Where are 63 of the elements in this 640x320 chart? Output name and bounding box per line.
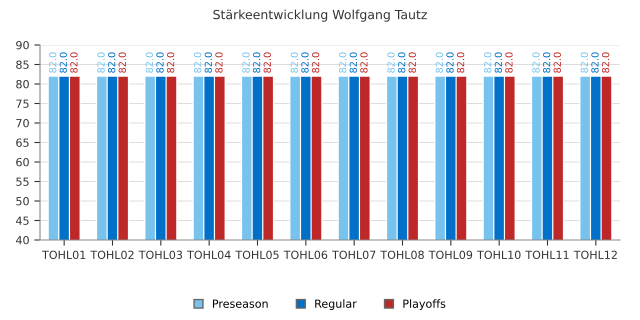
x-tick-label: TOHL11: [525, 250, 569, 260]
y-tick-label: 65: [16, 138, 29, 147]
x-tick-label: TOHL06: [284, 250, 328, 260]
legend-label: Playoffs: [403, 299, 446, 310]
data-label: 82.0: [194, 52, 202, 73]
data-label: 82.0: [602, 52, 610, 73]
data-label: 82.0: [542, 52, 550, 73]
data-label: 82.0: [554, 52, 561, 73]
data-label: 82.0: [436, 52, 444, 73]
legend-label: Preseason: [212, 300, 268, 308]
chart-title: Stärkeentwicklung Wolfgang Tautz: [213, 10, 427, 22]
data-label: 82.0: [204, 52, 212, 73]
data-label: 82.0: [408, 52, 416, 73]
data-label: 82.0: [97, 52, 105, 73]
x-tick-label: TOHL04: [187, 250, 231, 260]
y-tick-label: 90: [16, 40, 29, 50]
data-label: 82.0: [301, 52, 309, 73]
data-label: 82.0: [484, 52, 492, 73]
data-label: 82.0: [156, 52, 164, 73]
data-label: 82.0: [339, 52, 346, 73]
data-label: 82.0: [580, 52, 588, 73]
data-label: 82.0: [264, 52, 271, 73]
data-label: 82.0: [252, 52, 260, 73]
data-label: 82.0: [387, 52, 395, 73]
data-label: 82.0: [494, 52, 502, 73]
y-tick-label: 85: [16, 60, 29, 69]
data-label: 82.0: [456, 52, 464, 73]
data-label: 82.0: [360, 52, 368, 73]
x-tick-label: TOHL10: [477, 250, 521, 260]
x-tick-label: TOHL12: [574, 250, 617, 260]
legend-label: Regular: [315, 299, 357, 310]
x-tick-label: TOHL02: [90, 250, 134, 260]
data-label: 82.0: [398, 52, 406, 73]
data-label: 82.0: [215, 52, 223, 73]
y-tick-label: 75: [16, 100, 29, 108]
x-tick-label: TOHL05: [235, 250, 279, 260]
x-tick-label: TOHL07: [332, 250, 376, 260]
data-label: 82.0: [242, 52, 250, 73]
data-label: 82.0: [108, 52, 116, 73]
data-label: 82.0: [70, 52, 78, 73]
data-label: 82.0: [446, 52, 454, 73]
x-tick-label: TOHL08: [380, 250, 424, 260]
y-tick-label: 50: [16, 196, 29, 206]
y-tick-label: 55: [16, 178, 29, 186]
x-tick-label: TOHL03: [138, 250, 182, 260]
y-tick-label: 70: [16, 118, 29, 128]
y-tick-label: 80: [16, 80, 29, 88]
data-label: 82.0: [532, 52, 540, 73]
data-label: 82.0: [49, 52, 56, 73]
data-label: 82.0: [312, 52, 320, 73]
data-label: 82.0: [290, 52, 298, 73]
data-label: 82.0: [146, 52, 154, 73]
data-label: 82.0: [60, 52, 67, 73]
y-tick-label: 45: [16, 216, 29, 225]
y-tick-label: 40: [16, 236, 29, 244]
data-label: 82.0: [591, 52, 599, 73]
data-label: 82.0: [505, 52, 513, 73]
data-label: 82.0: [118, 52, 126, 73]
x-tick-label: TOHL01: [42, 250, 86, 260]
data-label: 82.0: [166, 52, 174, 73]
y-tick-label: 60: [16, 158, 29, 166]
x-tick-label: TOHL09: [428, 250, 472, 260]
data-label: 82.0: [350, 52, 357, 73]
